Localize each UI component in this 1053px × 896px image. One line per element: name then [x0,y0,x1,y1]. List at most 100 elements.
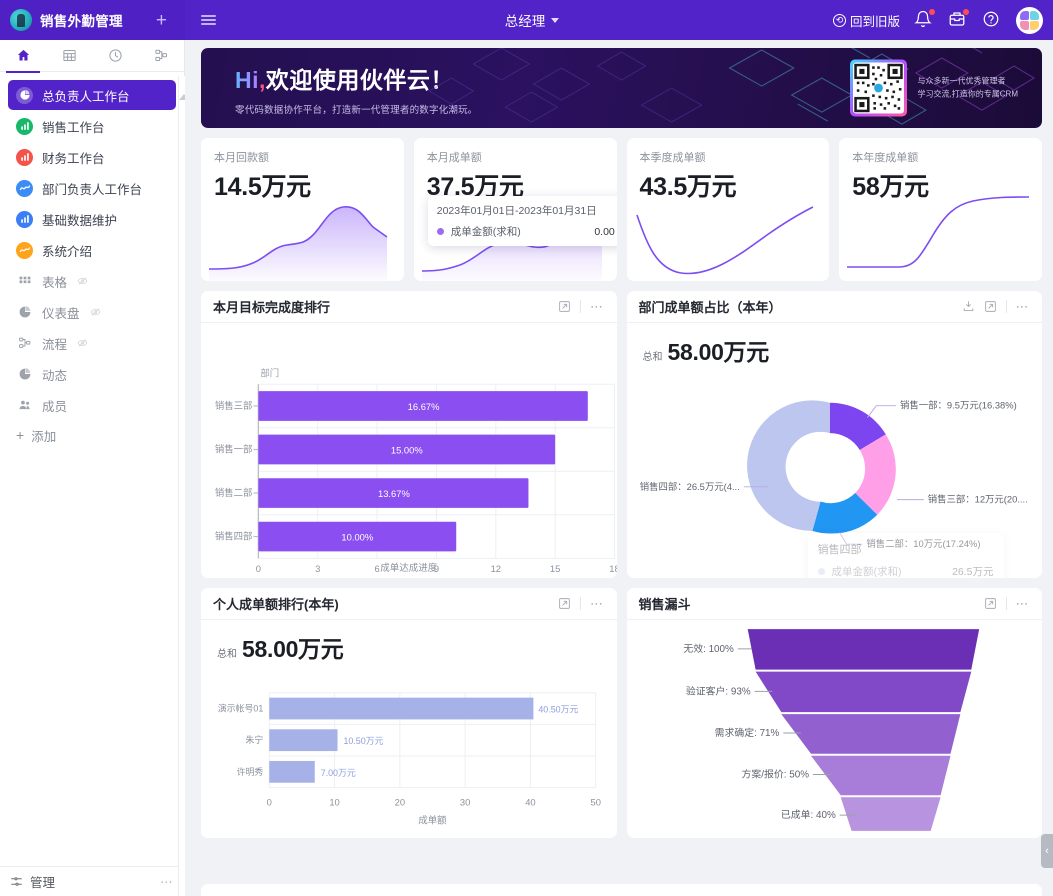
more-icon[interactable]: ⋯ [1015,298,1030,314]
kpi-card-1[interactable]: 本月成单额 37.5万元 2023年01月01日-2023年01月31日 成单金… [413,138,617,281]
app-title: 销售外勤管理 [40,14,123,29]
kpi-label-2: 本季度成单额 [639,152,706,164]
kpi-card-2[interactable]: 本季度成单额 43.5万元 [626,138,830,281]
expand-icon[interactable] [984,597,997,610]
more-icon[interactable]: ⋯ [1015,595,1030,611]
avatar[interactable] [1016,6,1043,34]
kpi-tooltip-value: 0.00 [594,225,615,238]
kpi-label-1: 本月成单额 [426,152,482,164]
refresh-circle-icon: ⟲ [832,13,846,27]
sidebar-item-6[interactable]: 表格 [8,266,176,296]
sidebar-item-5[interactable]: 系统介绍 [8,235,176,265]
sidebar-item-9[interactable]: 动态 [8,359,176,389]
svg-text:10.00%: 10.00% [341,532,373,543]
sidebar-tab-table[interactable] [46,40,92,72]
next-card-peek [201,884,1042,896]
sidebar: 总负责人工作台 销售工作台 财务工作台 部门负责人工作台 基础数据维护 [0,40,185,896]
download-icon[interactable] [962,300,975,313]
svg-text:16.67%: 16.67% [408,401,440,412]
sidebar-item-label-7: 仪表盘 [42,306,80,321]
sidebar-item-10[interactable]: 成员 [8,390,176,420]
banner-greeting-rest: 欢迎使用伙伴云！ [265,66,454,93]
banner-text: Hi,欢迎使用伙伴云！ 零代码数据协作平台，打造新一代管理者的数字化潮玩。 [201,61,478,116]
sidebar-item-7[interactable]: 仪表盘 [8,297,176,327]
sidebar-nav: 总负责人工作台 销售工作台 财务工作台 部门负责人工作台 基础数据维护 [0,72,184,866]
goal-rank-title: 本月目标完成度排行 [213,300,331,315]
sidebar-item-3[interactable]: 部门负责人工作台 [8,173,176,203]
svg-text:13.67%: 13.67% [378,488,410,499]
kpi-sparkline-0 [208,206,388,281]
eye-hidden-icon [77,339,88,347]
add-node-label: 添加 [31,429,57,444]
welcome-banner: Hi,欢迎使用伙伴云！ 零代码数据协作平台，打造新一代管理者的数字化潮玩。 [201,48,1042,128]
funnel-label-0: 无效: 100% [683,642,734,655]
svg-text:朱宁: 朱宁 [246,734,264,745]
add-node-button[interactable]: + 添加 [8,421,176,449]
bell-badge [929,9,935,15]
more-icon[interactable]: ⋯ [590,595,605,611]
svg-text:30: 30 [460,796,470,807]
donut-tooltip-series-row: 成单金额(求和) 26.5万元 [817,564,994,578]
funnel-label-1: 验证客户: 93% [685,684,750,697]
svg-text:9: 9 [434,563,439,574]
expand-icon[interactable] [558,300,571,313]
svg-text:10.50万元: 10.50万元 [343,736,383,746]
svg-text:销售四部: 销售四部 [215,531,253,542]
app-logo-icon [10,9,32,31]
svg-text:50: 50 [591,796,601,807]
dept-share-sum-value: 58.00万元 [667,339,770,365]
sidebar-tab-clock[interactable] [92,40,138,72]
more-icon[interactable]: ⋯ [590,298,605,314]
qr-code-image [852,62,904,114]
expand-icon[interactable] [558,597,571,610]
inbox-icon[interactable] [948,9,969,30]
goal-rank-actions: ⋯ [558,299,605,315]
sidebar-item-0[interactable]: 总负责人工作台 [8,80,176,110]
svg-text:6: 6 [374,563,379,574]
banner-greeting-comma: , [259,66,266,93]
menu-toggle-button[interactable] [185,15,231,25]
top-bar-center: 总经理 [231,10,833,30]
bell-icon[interactable] [914,9,935,30]
svg-text:0: 0 [267,796,272,807]
donut-label-1: 销售三部：12万元(20.... [927,494,1027,505]
role-selector[interactable]: 总经理 [505,10,560,30]
action-divider [1005,597,1007,610]
panel-collapse-handle[interactable]: ‹ [1041,834,1053,868]
sidebar-manage-more[interactable]: ⋯ [160,875,174,889]
qr-code[interactable] [849,59,907,117]
dept-share-header: 部门成单额占比（本年） ⋯ [626,291,1042,323]
goal-rank-card: 本月目标完成度排行 ⋯ 部门 [201,291,617,578]
gauge-icon [16,304,33,321]
svg-text:销售三部: 销售三部 [215,400,253,411]
flow-icon [16,335,33,352]
sidebar-resize-handle[interactable] [178,76,189,896]
svg-text:40: 40 [525,796,535,807]
kpi-sparkline-3 [847,196,1030,268]
svg-text:0: 0 [256,563,261,574]
sidebar-tab-flow[interactable] [138,40,184,72]
kpi-card-0[interactable]: 本月回款额 14.5万元 [201,138,404,281]
donut-slice-3 [746,400,830,531]
person-rank-xlabel: 成单额 [418,814,447,825]
sidebar-item-label-4: 基础数据维护 [42,213,118,228]
svg-text:3: 3 [315,563,320,574]
sidebar-item-label-0: 总负责人工作台 [42,89,130,104]
help-icon[interactable] [982,10,1002,30]
donut-slice-2 [811,493,877,534]
kpi-tooltip-series: 成单金额(求和) [450,226,521,238]
line-chart-icon [16,179,33,197]
qr-promo-text: 与众多新一代优秀管理者 学习交流,打造你的专属CRM [918,76,1018,101]
back-to-old-version-button[interactable]: ⟲ 回到旧版 [832,11,900,30]
add-app-button[interactable]: + [155,9,167,31]
kpi-card-3[interactable]: 本年度成单额 58万元 [839,138,1042,281]
members-icon [16,397,33,414]
expand-icon[interactable] [984,300,997,313]
sidebar-item-4[interactable]: 基础数据维护 [8,204,176,234]
sidebar-item-1[interactable]: 销售工作台 [8,111,176,141]
funnel-label-3: 方案/报价: 50% [741,767,809,780]
sidebar-item-2[interactable]: 财务工作台 [8,142,176,172]
sidebar-item-8[interactable]: 流程 [8,328,176,358]
sidebar-tab-home[interactable] [0,40,46,72]
sidebar-manage[interactable]: 管理 ⋯ [0,866,184,896]
